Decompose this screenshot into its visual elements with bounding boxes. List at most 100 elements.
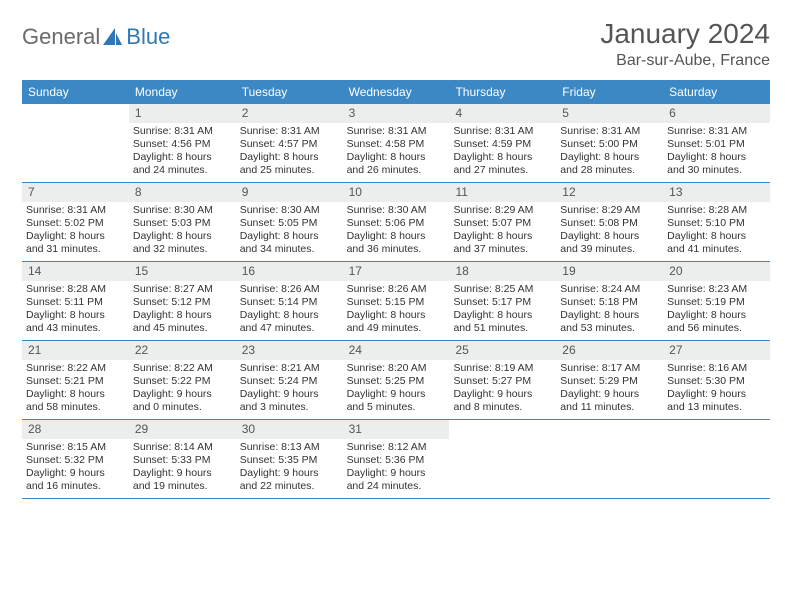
daylight-text: Daylight: 8 hours and 34 minutes.	[240, 230, 339, 256]
day-body	[449, 439, 556, 445]
weekday-label: Saturday	[663, 80, 770, 104]
day-body: Sunrise: 8:26 AMSunset: 5:14 PMDaylight:…	[236, 281, 343, 340]
sunrise-text: Sunrise: 8:13 AM	[240, 441, 339, 454]
calendar-cell: 13Sunrise: 8:28 AMSunset: 5:10 PMDayligh…	[663, 183, 770, 261]
day-body: Sunrise: 8:28 AMSunset: 5:10 PMDaylight:…	[663, 202, 770, 261]
weekday-label: Thursday	[449, 80, 556, 104]
calendar-cell: 6Sunrise: 8:31 AMSunset: 5:01 PMDaylight…	[663, 104, 770, 182]
day-number: 29	[129, 420, 236, 439]
weekday-label: Friday	[556, 80, 663, 104]
day-body: Sunrise: 8:31 AMSunset: 5:01 PMDaylight:…	[663, 123, 770, 182]
day-body: Sunrise: 8:15 AMSunset: 5:32 PMDaylight:…	[22, 439, 129, 498]
sunrise-text: Sunrise: 8:21 AM	[240, 362, 339, 375]
page-location: Bar-sur-Aube, France	[600, 52, 770, 70]
calendar-cell: 17Sunrise: 8:26 AMSunset: 5:15 PMDayligh…	[343, 262, 450, 340]
sunset-text: Sunset: 5:00 PM	[560, 138, 659, 151]
daylight-text: Daylight: 8 hours and 36 minutes.	[347, 230, 446, 256]
day-body: Sunrise: 8:21 AMSunset: 5:24 PMDaylight:…	[236, 360, 343, 419]
sunrise-text: Sunrise: 8:22 AM	[133, 362, 232, 375]
day-number: 15	[129, 262, 236, 281]
title-block: January 2024 Bar-sur-Aube, France	[600, 18, 770, 70]
sunset-text: Sunset: 5:21 PM	[26, 375, 125, 388]
daylight-text: Daylight: 8 hours and 47 minutes.	[240, 309, 339, 335]
day-body: Sunrise: 8:23 AMSunset: 5:19 PMDaylight:…	[663, 281, 770, 340]
sunrise-text: Sunrise: 8:28 AM	[26, 283, 125, 296]
sunrise-text: Sunrise: 8:29 AM	[560, 204, 659, 217]
daylight-text: Daylight: 8 hours and 45 minutes.	[133, 309, 232, 335]
sunrise-text: Sunrise: 8:12 AM	[347, 441, 446, 454]
day-number: 21	[22, 341, 129, 360]
calendar-cell: 21Sunrise: 8:22 AMSunset: 5:21 PMDayligh…	[22, 341, 129, 419]
day-number: 30	[236, 420, 343, 439]
calendar-row: 28Sunrise: 8:15 AMSunset: 5:32 PMDayligh…	[22, 420, 770, 499]
sunset-text: Sunset: 5:14 PM	[240, 296, 339, 309]
daylight-text: Daylight: 8 hours and 41 minutes.	[667, 230, 766, 256]
weekday-label: Sunday	[22, 80, 129, 104]
day-body: Sunrise: 8:20 AMSunset: 5:25 PMDaylight:…	[343, 360, 450, 419]
daylight-text: Daylight: 9 hours and 3 minutes.	[240, 388, 339, 414]
sunset-text: Sunset: 5:36 PM	[347, 454, 446, 467]
day-body: Sunrise: 8:31 AMSunset: 5:00 PMDaylight:…	[556, 123, 663, 182]
daylight-text: Daylight: 9 hours and 13 minutes.	[667, 388, 766, 414]
weekday-label: Monday	[129, 80, 236, 104]
sunset-text: Sunset: 4:57 PM	[240, 138, 339, 151]
calendar-cell: 24Sunrise: 8:20 AMSunset: 5:25 PMDayligh…	[343, 341, 450, 419]
day-number: 23	[236, 341, 343, 360]
sunrise-text: Sunrise: 8:31 AM	[667, 125, 766, 138]
daylight-text: Daylight: 8 hours and 51 minutes.	[453, 309, 552, 335]
sunrise-text: Sunrise: 8:31 AM	[560, 125, 659, 138]
daylight-text: Daylight: 8 hours and 37 minutes.	[453, 230, 552, 256]
calendar-cell: 12Sunrise: 8:29 AMSunset: 5:08 PMDayligh…	[556, 183, 663, 261]
day-number: 28	[22, 420, 129, 439]
calendar-cell: 23Sunrise: 8:21 AMSunset: 5:24 PMDayligh…	[236, 341, 343, 419]
calendar-cell: 7Sunrise: 8:31 AMSunset: 5:02 PMDaylight…	[22, 183, 129, 261]
sail-icon	[102, 27, 124, 47]
sunrise-text: Sunrise: 8:31 AM	[26, 204, 125, 217]
day-body: Sunrise: 8:25 AMSunset: 5:17 PMDaylight:…	[449, 281, 556, 340]
daylight-text: Daylight: 8 hours and 25 minutes.	[240, 151, 339, 177]
calendar-cell: 2Sunrise: 8:31 AMSunset: 4:57 PMDaylight…	[236, 104, 343, 182]
brand-part2: Blue	[126, 24, 170, 50]
sunrise-text: Sunrise: 8:20 AM	[347, 362, 446, 375]
day-number: 12	[556, 183, 663, 202]
sunrise-text: Sunrise: 8:15 AM	[26, 441, 125, 454]
sunset-text: Sunset: 5:24 PM	[240, 375, 339, 388]
calendar-cell: 29Sunrise: 8:14 AMSunset: 5:33 PMDayligh…	[129, 420, 236, 498]
daylight-text: Daylight: 8 hours and 28 minutes.	[560, 151, 659, 177]
daylight-text: Daylight: 9 hours and 24 minutes.	[347, 467, 446, 493]
sunset-text: Sunset: 5:01 PM	[667, 138, 766, 151]
sunset-text: Sunset: 5:18 PM	[560, 296, 659, 309]
weekday-header: Sunday Monday Tuesday Wednesday Thursday…	[22, 80, 770, 104]
sunset-text: Sunset: 5:19 PM	[667, 296, 766, 309]
brand-part1: General	[22, 24, 100, 50]
weekday-label: Wednesday	[343, 80, 450, 104]
sunrise-text: Sunrise: 8:30 AM	[240, 204, 339, 217]
day-body: Sunrise: 8:30 AMSunset: 5:06 PMDaylight:…	[343, 202, 450, 261]
sunrise-text: Sunrise: 8:24 AM	[560, 283, 659, 296]
calendar-cell: 5Sunrise: 8:31 AMSunset: 5:00 PMDaylight…	[556, 104, 663, 182]
calendar-cell: 30Sunrise: 8:13 AMSunset: 5:35 PMDayligh…	[236, 420, 343, 498]
day-number: 20	[663, 262, 770, 281]
day-body: Sunrise: 8:12 AMSunset: 5:36 PMDaylight:…	[343, 439, 450, 498]
day-body: Sunrise: 8:29 AMSunset: 5:07 PMDaylight:…	[449, 202, 556, 261]
day-body: Sunrise: 8:31 AMSunset: 4:57 PMDaylight:…	[236, 123, 343, 182]
calendar-cell: 8Sunrise: 8:30 AMSunset: 5:03 PMDaylight…	[129, 183, 236, 261]
sunrise-text: Sunrise: 8:28 AM	[667, 204, 766, 217]
day-body: Sunrise: 8:14 AMSunset: 5:33 PMDaylight:…	[129, 439, 236, 498]
sunset-text: Sunset: 5:12 PM	[133, 296, 232, 309]
calendar-cell: 22Sunrise: 8:22 AMSunset: 5:22 PMDayligh…	[129, 341, 236, 419]
day-number: 1	[129, 104, 236, 123]
sunset-text: Sunset: 5:25 PM	[347, 375, 446, 388]
sunset-text: Sunset: 5:02 PM	[26, 217, 125, 230]
day-number: 19	[556, 262, 663, 281]
page-title: January 2024	[600, 18, 770, 50]
calendar-cell: .	[663, 420, 770, 498]
sunrise-text: Sunrise: 8:31 AM	[453, 125, 552, 138]
weekday-label: Tuesday	[236, 80, 343, 104]
calendar-cell: 27Sunrise: 8:16 AMSunset: 5:30 PMDayligh…	[663, 341, 770, 419]
sunrise-text: Sunrise: 8:26 AM	[240, 283, 339, 296]
sunrise-text: Sunrise: 8:17 AM	[560, 362, 659, 375]
daylight-text: Daylight: 8 hours and 27 minutes.	[453, 151, 552, 177]
daylight-text: Daylight: 8 hours and 32 minutes.	[133, 230, 232, 256]
day-body	[22, 123, 129, 129]
